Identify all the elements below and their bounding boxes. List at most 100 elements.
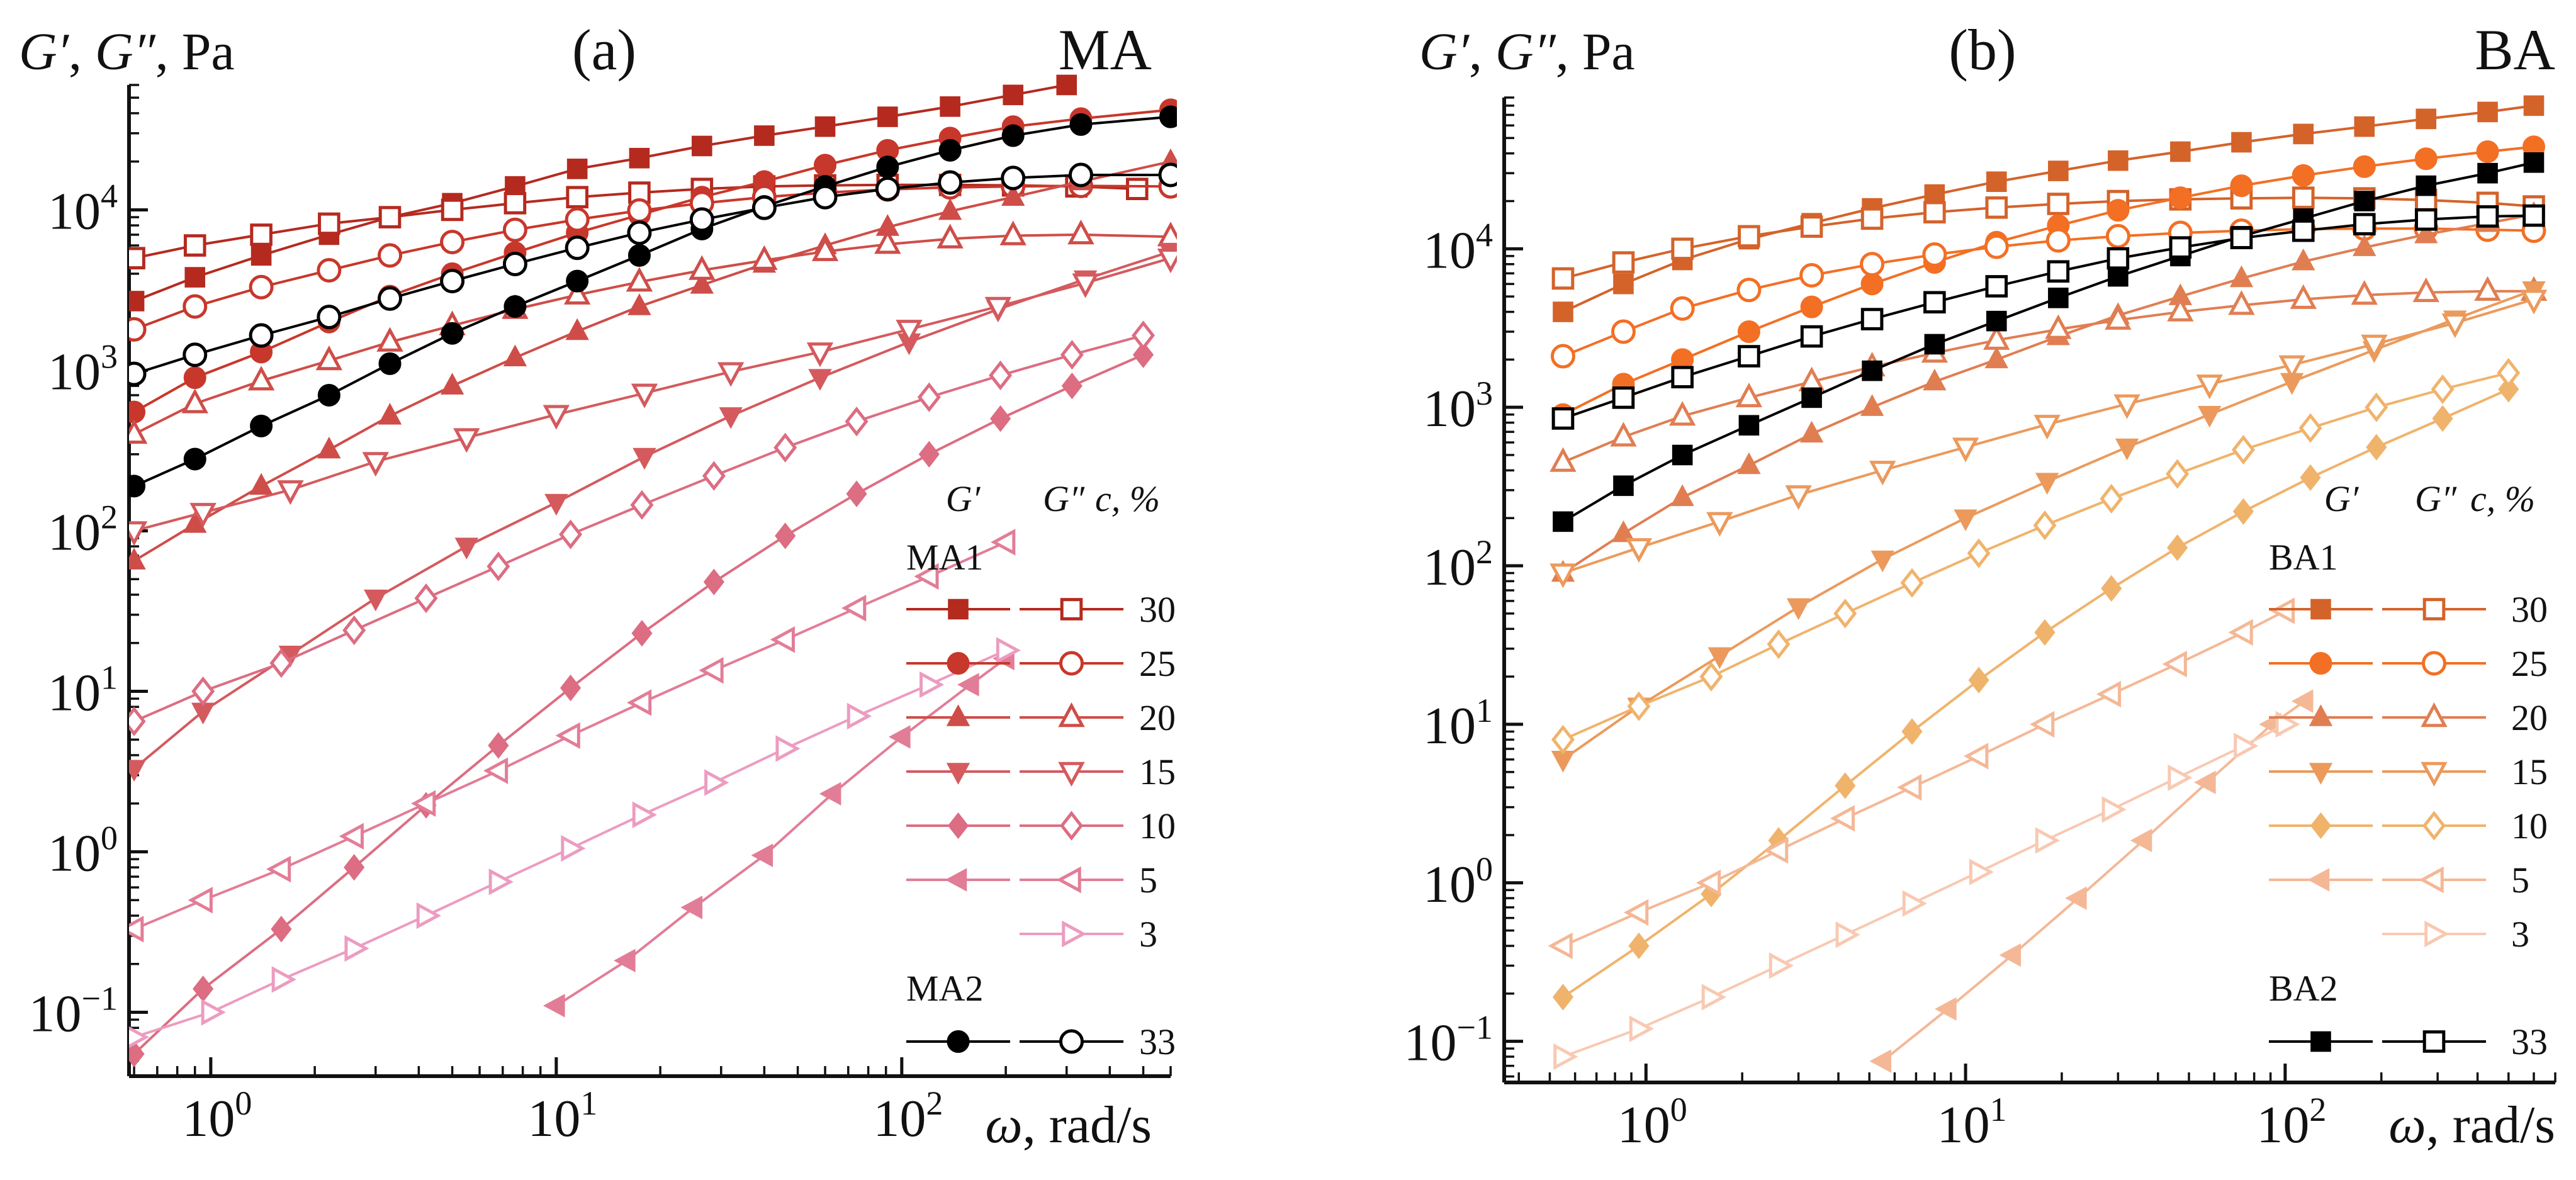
tick-mantissa: 10 [48,663,101,722]
data-point [2293,123,2314,145]
series-gpp-5 [129,529,1016,943]
data-point [1701,984,1726,1011]
chart-panel-ma: G′, G″, Pa (a) MA ω, rad/s 100 101 10210−1… [19,18,1177,1154]
legend-marker-g2 [2422,811,2446,841]
data-point [989,360,1013,391]
data-point [2234,733,2259,760]
data-point [2194,770,2216,794]
data-point [626,267,653,292]
data-point [2198,405,2222,428]
data-point [875,176,900,201]
data-point [129,916,144,943]
data-point [1001,166,1026,191]
data-point [129,419,148,444]
tick-exponent: 3 [1476,374,1493,412]
data-point [440,269,465,294]
data-point [543,994,565,1018]
data-point [1999,943,2022,967]
data-point [2300,464,2321,492]
legend-row-30: 30 [906,589,1176,630]
data-point [1967,538,1991,568]
series-gp-30 [1553,95,2545,322]
data-point [2497,357,2521,388]
data-point [614,948,636,973]
data-point [996,637,1021,664]
data-point [631,383,658,408]
data-point [1869,461,1896,486]
data-point [277,480,304,505]
data-point [2048,160,2069,181]
data-point [1553,1043,1578,1070]
data-point [1737,320,1760,344]
data-point [874,229,901,254]
data-point [1671,237,1694,261]
tick-exponent: −1 [82,980,118,1018]
data-point [2474,276,2501,301]
data-point [565,235,590,261]
tick-mantissa: 10 [1404,1014,1457,1072]
data-point [559,519,583,549]
tick-exponent: 1 [580,1084,597,1122]
data-point [2414,208,2438,231]
y-label-sep: , [1469,23,1495,81]
data-point [691,135,712,157]
data-point [411,790,436,817]
tick-exponent: 0 [1670,1091,1687,1128]
y-tick-label: 102 [1423,533,1493,597]
data-point [247,366,275,391]
data-point [2106,199,2130,222]
data-point [1860,273,1884,296]
data-point [940,96,960,117]
legend-group1-label-ma: MA1 [906,537,983,578]
data-point [2105,305,2132,330]
data-point [440,230,465,255]
data-point [1668,401,1696,426]
data-point [1069,113,1093,136]
series-line [133,84,1067,303]
data-point [183,342,208,368]
data-point [2166,459,2190,489]
data-point [1860,252,1885,277]
data-point [1969,858,1994,885]
data-point [2230,174,2253,198]
data-point [1902,890,1927,917]
series-gp-10 [129,341,1154,1067]
series-gpp-20 [129,219,1177,444]
data-point [1737,452,1761,475]
series-line [1562,723,2286,1058]
tick-mantissa: 10 [527,1089,580,1148]
data-point [250,223,273,246]
x-tick-label: 102 [873,1084,943,1148]
data-point [1736,278,1762,303]
data-point [699,657,724,684]
legend-row-10: 10 [2269,806,2548,846]
tick-mantissa: 10 [2256,1096,2309,1154]
legend-row-15: 15 [906,751,1176,792]
data-point [1985,275,2008,298]
data-point [317,383,340,407]
tick-exponent: 0 [235,1084,252,1122]
data-point [1800,215,1823,238]
series-line [1881,700,2305,1062]
data-point [344,854,365,881]
y-tick-label: 100 [1423,850,1493,914]
data-point [1132,341,1154,368]
data-point [2414,221,2438,244]
data-point [754,125,775,146]
data-point [440,373,464,395]
legend-c-value: 33 [2511,1021,2548,1062]
data-point [2045,228,2071,253]
data-point [317,305,342,330]
data-point [1159,105,1177,128]
tick-exponent: −1 [1457,1009,1493,1047]
data-point [2162,650,2187,678]
tick-exponent: 4 [101,177,118,215]
data-point [1671,366,1694,389]
data-point [1001,124,1025,147]
legend-group2-label-ba: BA2 [2269,968,2338,1009]
legend-marker-g2 [1056,866,1081,894]
data-point [846,480,867,507]
data-point [1696,869,1721,896]
legend-c-value: 15 [2511,751,2548,792]
